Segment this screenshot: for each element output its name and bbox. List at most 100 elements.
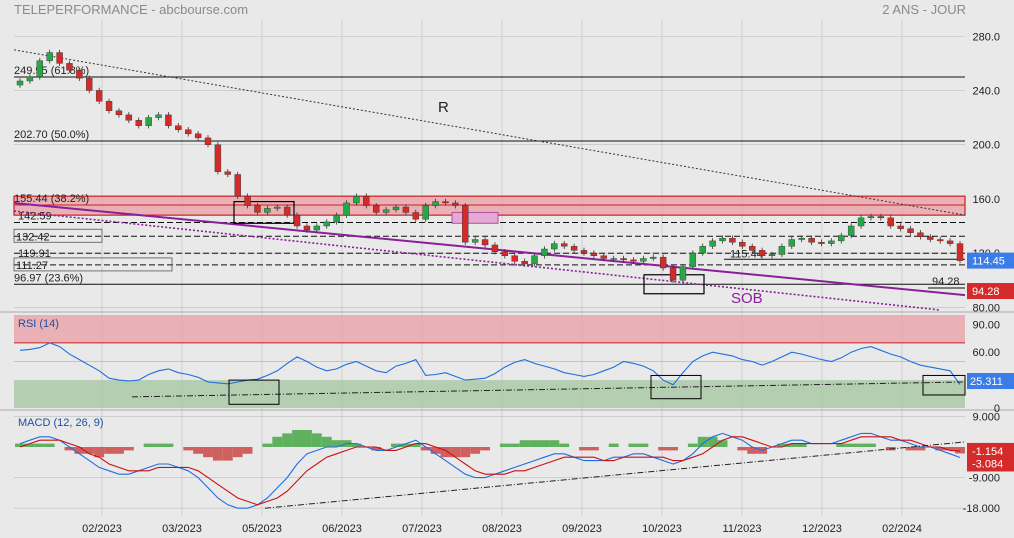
candle bbox=[56, 52, 63, 64]
macd-histogram-bar bbox=[104, 447, 114, 454]
candle bbox=[521, 261, 528, 265]
macd-histogram-bar bbox=[608, 443, 619, 447]
rsi-value-tag-bg bbox=[967, 373, 1014, 390]
macd-histogram-bar bbox=[212, 447, 223, 461]
level-label: 119.91 bbox=[18, 248, 51, 260]
macd-histogram-bar bbox=[529, 440, 540, 447]
candle bbox=[422, 205, 429, 220]
candle bbox=[650, 256, 657, 259]
macd-histogram-bar bbox=[697, 436, 708, 447]
candle bbox=[66, 63, 73, 71]
candle bbox=[283, 206, 291, 216]
rsi-title: RSI (14) bbox=[18, 318, 59, 330]
candle bbox=[105, 101, 113, 111]
macd-histogram-bar bbox=[410, 443, 421, 447]
candle bbox=[432, 201, 439, 206]
macd-histogram-bar bbox=[143, 443, 154, 447]
macd-histogram-bar bbox=[786, 443, 797, 447]
macd-histogram-bar bbox=[935, 447, 946, 451]
macd-histogram-bar bbox=[628, 443, 639, 447]
macd-histogram-bar bbox=[866, 443, 876, 447]
candle bbox=[818, 242, 825, 244]
macd-histogram-bar bbox=[44, 443, 55, 447]
candle bbox=[907, 228, 914, 233]
candle bbox=[313, 225, 321, 231]
candle bbox=[125, 114, 133, 121]
annotation-sob: SOB bbox=[731, 290, 763, 307]
rsi-y-tick: 60.00 bbox=[972, 347, 1000, 359]
macd-histogram-bar bbox=[232, 447, 243, 458]
fib-label: 155.44 (38.2%) bbox=[14, 193, 89, 205]
macd-histogram-bar bbox=[915, 447, 926, 451]
macd-title: MACD (12, 26, 9) bbox=[18, 417, 104, 429]
candle bbox=[788, 239, 795, 247]
x-tick-label: 06/2023 bbox=[322, 523, 362, 535]
macd-histogram-bar bbox=[856, 443, 866, 447]
macd-signal-tag: -1.154 bbox=[972, 446, 1003, 458]
macd-histogram-bar bbox=[34, 443, 45, 447]
candle bbox=[244, 195, 251, 206]
candle bbox=[659, 256, 667, 269]
candle bbox=[194, 133, 202, 139]
level-box bbox=[13, 257, 173, 272]
candle bbox=[323, 221, 330, 227]
macd-y-tick: -18.000 bbox=[963, 503, 1000, 515]
macd-histogram-bar bbox=[668, 447, 678, 451]
macd-histogram-bar bbox=[539, 440, 550, 447]
level-label-9428: 94.28 bbox=[932, 276, 960, 288]
rsi-line bbox=[19, 342, 961, 386]
candle bbox=[224, 171, 231, 175]
candle bbox=[857, 217, 865, 227]
rsi-trendline bbox=[131, 381, 966, 398]
price-tag-low-bg bbox=[967, 283, 1014, 300]
highlight-box-1 bbox=[233, 200, 295, 224]
macd-histogram-bar bbox=[579, 447, 589, 451]
candle bbox=[115, 110, 123, 116]
macd-histogram-bar bbox=[193, 447, 204, 454]
macd-histogram-bar bbox=[222, 447, 233, 461]
price-tag-last-bg bbox=[967, 252, 1014, 269]
macd-histogram-bar bbox=[331, 440, 342, 447]
macd-histogram-bar bbox=[509, 443, 520, 447]
x-tick-label: 11/2023 bbox=[723, 523, 762, 535]
candle bbox=[620, 258, 627, 261]
macd-histogram-bar bbox=[74, 447, 85, 454]
candle bbox=[570, 246, 578, 251]
macd-histogram-bar bbox=[282, 433, 293, 447]
level-label: 132.42 bbox=[16, 231, 50, 243]
candle bbox=[76, 69, 83, 79]
candle bbox=[531, 255, 538, 265]
macd-histogram-bar bbox=[391, 443, 401, 447]
candle bbox=[640, 258, 647, 262]
macd-histogram-bar bbox=[321, 436, 332, 447]
candle bbox=[471, 239, 479, 243]
level-label-11544: 115.44 bbox=[730, 248, 763, 260]
candle bbox=[293, 214, 301, 227]
candle bbox=[937, 239, 944, 242]
level-label: 111.27 bbox=[16, 260, 48, 272]
y-tick-label: 240.0 bbox=[972, 85, 1000, 97]
candle bbox=[749, 246, 756, 251]
candle bbox=[491, 244, 499, 252]
candle bbox=[630, 259, 637, 262]
macd-histogram-bar bbox=[272, 436, 283, 447]
candle bbox=[46, 52, 53, 61]
candle bbox=[511, 255, 518, 262]
macd-histogram-bar bbox=[400, 443, 411, 447]
candle bbox=[758, 250, 766, 256]
candle bbox=[95, 90, 103, 102]
candle bbox=[927, 236, 934, 240]
rsi-y-tick: 90.00 bbox=[972, 319, 1000, 331]
macd-histogram-bar bbox=[470, 447, 481, 454]
candle bbox=[798, 237, 805, 240]
macd-histogram-bar bbox=[776, 443, 787, 447]
candle bbox=[333, 214, 340, 223]
macd-histogram-bar bbox=[687, 443, 698, 447]
candle bbox=[956, 243, 964, 261]
rsi-box-2 bbox=[650, 374, 702, 400]
candle bbox=[214, 144, 222, 172]
trendline-r bbox=[13, 49, 966, 216]
candle bbox=[590, 252, 598, 256]
candle bbox=[264, 208, 271, 213]
x-tick-label: 02/2023 bbox=[82, 523, 122, 535]
